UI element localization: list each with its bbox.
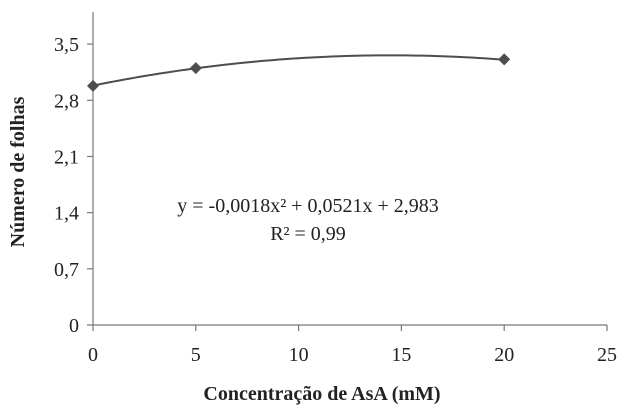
x-axis-title: Concentração de AsA (mM) — [203, 383, 440, 405]
y-tick-label: 2,8 — [54, 90, 79, 112]
y-tick-label: 0 — [69, 315, 79, 337]
data-point-marker — [498, 53, 511, 66]
x-tick-label: 5 — [191, 344, 201, 366]
x-tick-label: 0 — [88, 344, 98, 366]
data-point-marker — [87, 79, 99, 92]
x-tick-label: 15 — [391, 344, 411, 366]
x-tick-label: 20 — [494, 344, 514, 366]
y-tick-label: 0,7 — [54, 259, 79, 281]
equation-label: y = -0,0018x² + 0,0521x + 2,983 — [177, 195, 439, 217]
data-points — [87, 53, 511, 92]
x-tick-label: 25 — [597, 344, 617, 366]
y-tick-label: 3,5 — [54, 34, 79, 56]
trendline — [92, 54, 505, 87]
data-point-marker — [189, 62, 202, 75]
y-tick-label: 2,1 — [54, 146, 79, 168]
x-tick-label: 10 — [289, 344, 309, 366]
y-axis-title: Número de folhas — [7, 96, 29, 247]
r-squared-label: R² = 0,99 — [270, 223, 346, 245]
tick-group: 0 0,7 1,4 2,1 2,8 3,5 0 5 10 15 20 25 — [54, 34, 617, 366]
y-tick-label: 1,4 — [54, 203, 79, 225]
